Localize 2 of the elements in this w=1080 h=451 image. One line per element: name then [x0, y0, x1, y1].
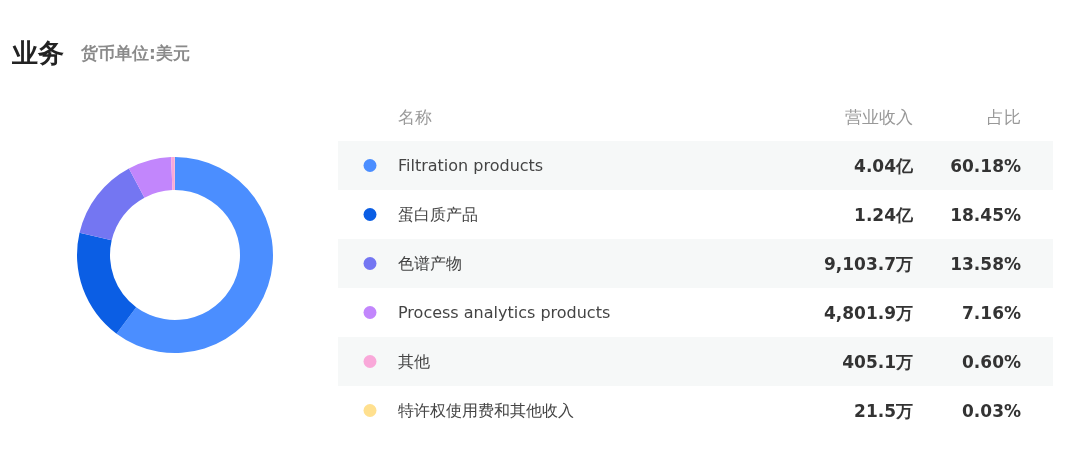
title: 业务	[12, 38, 64, 68]
subtitle: 货币单位:美元	[81, 43, 190, 63]
